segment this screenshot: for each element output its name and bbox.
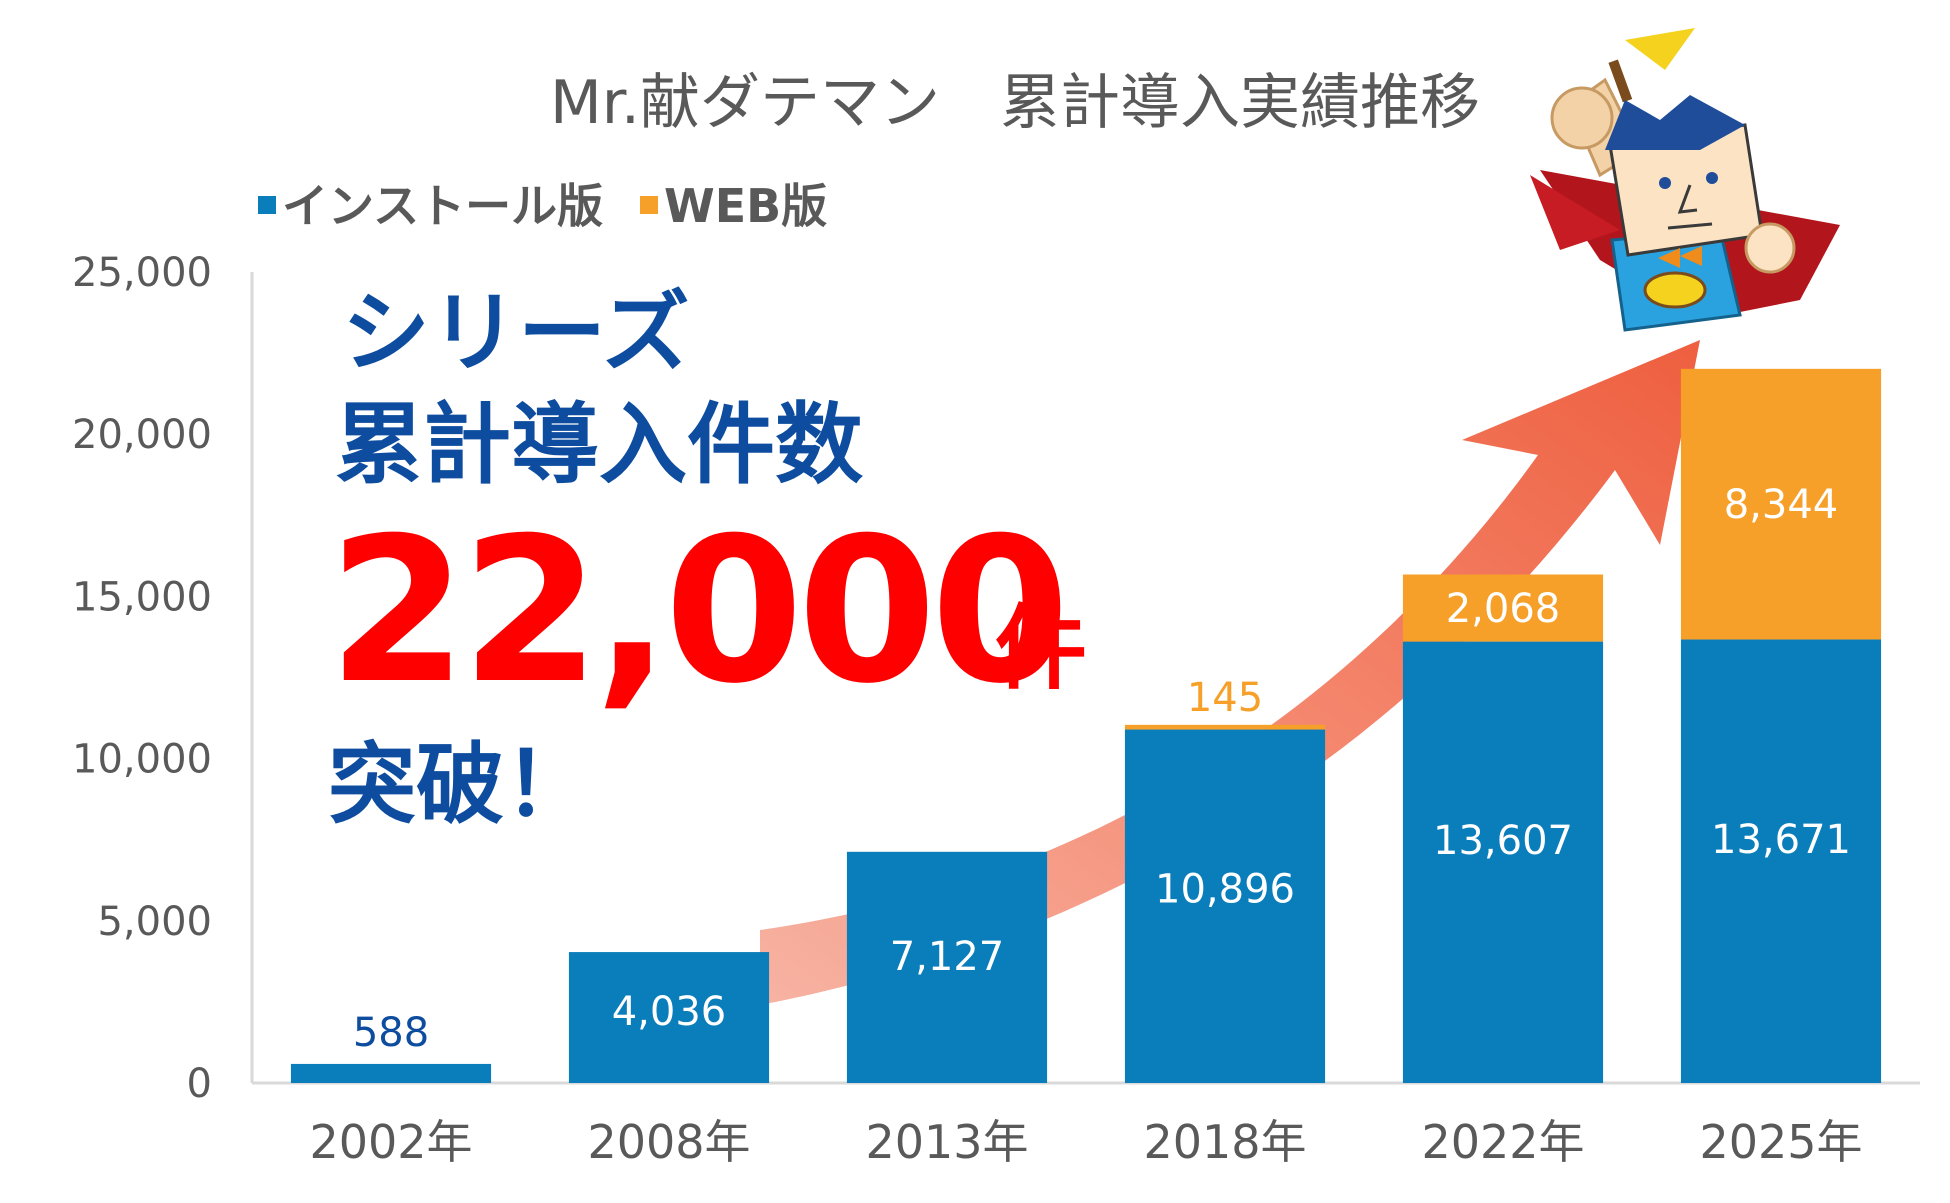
headline-line2: 累計導入件数 bbox=[335, 393, 863, 496]
legend-label-install: インストール版 bbox=[282, 179, 603, 233]
legend-label-web: WEB版 bbox=[664, 179, 827, 233]
bar-install bbox=[1124, 729, 1326, 1083]
x-tick-label: 2008年 bbox=[587, 1115, 750, 1169]
x-tick-label: 2013年 bbox=[865, 1115, 1028, 1169]
headline-line1: シリーズ bbox=[342, 281, 690, 384]
data-label-install: 10,896 bbox=[1155, 867, 1295, 913]
y-tick-label: 5,000 bbox=[97, 899, 212, 945]
y-tick-label: 20,000 bbox=[72, 412, 212, 458]
data-label-web: 145 bbox=[1187, 675, 1263, 721]
data-label-install: 13,671 bbox=[1711, 817, 1851, 863]
y-tick-label: 25,000 bbox=[72, 250, 212, 296]
bar-web bbox=[1680, 368, 1882, 640]
data-label-web: 8,344 bbox=[1724, 482, 1839, 528]
chart-title: Mr.献ダテマン 累計導入実績推移 bbox=[550, 68, 1480, 138]
bar-install bbox=[846, 851, 1048, 1083]
superhero-mascot-icon bbox=[1530, 28, 1840, 332]
data-label-install: 4,036 bbox=[612, 989, 727, 1035]
x-tick-label: 2002年 bbox=[309, 1115, 472, 1169]
legend-swatch-web bbox=[640, 196, 658, 214]
headline-unit: 件 bbox=[995, 595, 1087, 702]
headline-number: 22,000 bbox=[328, 495, 1064, 728]
bar-web bbox=[1124, 724, 1326, 730]
y-tick-label: 10,000 bbox=[72, 737, 212, 783]
data-label-install: 7,127 bbox=[890, 934, 1005, 980]
data-label-web: 2,068 bbox=[1446, 586, 1561, 632]
legend-swatch-install bbox=[258, 196, 276, 214]
y-ticks: 0 5,000 10,000 15,000 20,000 25,000 bbox=[72, 250, 212, 1107]
bar-install bbox=[290, 1063, 492, 1083]
bar-install bbox=[1402, 641, 1604, 1083]
y-tick-label: 0 bbox=[187, 1061, 212, 1107]
legend: インストール版 WEB版 bbox=[258, 179, 827, 233]
bar-install bbox=[568, 952, 770, 1083]
x-ticks: 2002年 2008年 2013年 2018年 2022年 2025年 bbox=[309, 1115, 1862, 1169]
headline: シリーズ 累計導入件数 22,000 件 突破！ bbox=[328, 281, 1087, 836]
bar-web bbox=[1402, 574, 1604, 642]
y-tick-label: 15,000 bbox=[72, 574, 212, 620]
x-tick-label: 2025年 bbox=[1699, 1115, 1862, 1169]
data-label-install: 588 bbox=[353, 1010, 429, 1056]
bars: 588 4,036 7,127 10,896 145 13,607 2,068 13,671 8… bbox=[290, 368, 1882, 1083]
headline-line4: 突破！ bbox=[328, 733, 592, 836]
x-tick-label: 2018年 bbox=[1143, 1115, 1306, 1169]
bar-install bbox=[1680, 639, 1882, 1083]
data-label-install: 13,607 bbox=[1433, 818, 1573, 864]
x-tick-label: 2022年 bbox=[1421, 1115, 1584, 1169]
